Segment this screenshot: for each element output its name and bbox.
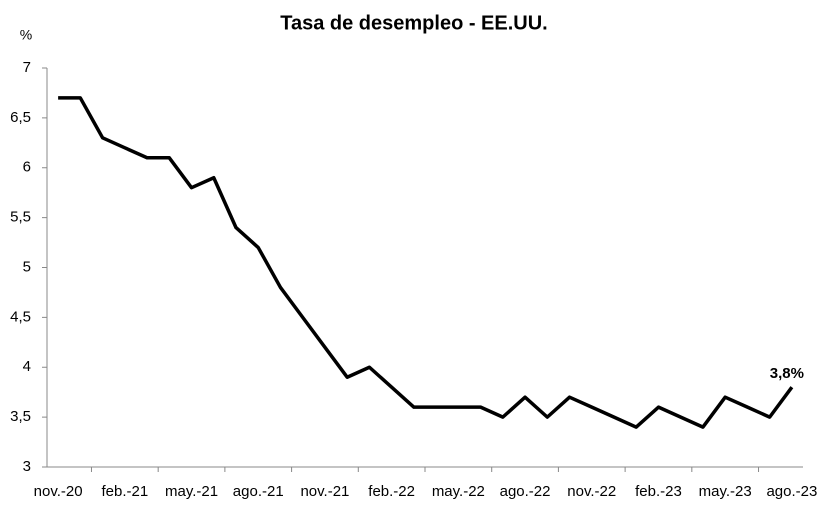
- x-tick-label: nov.-22: [567, 483, 616, 500]
- x-tick-label: nov.-20: [34, 483, 83, 500]
- y-tick-label: 4,5: [10, 308, 31, 325]
- y-tick-label: 7: [23, 59, 31, 76]
- y-tick-label: 3: [23, 458, 31, 475]
- x-tick-label: ago.-21: [233, 483, 284, 500]
- x-tick-label: ago.-22: [500, 483, 551, 500]
- line: [58, 96, 794, 429]
- x-tick-label: may.-23: [699, 483, 752, 500]
- y-tick-label: 3,5: [10, 408, 31, 425]
- x-tick-label: may.-22: [432, 483, 485, 500]
- y-tick-label: 4: [23, 358, 31, 375]
- chart-title: Tasa de desempleo - EE.UU.: [280, 12, 548, 34]
- y-tick-label: 6: [23, 159, 31, 176]
- x-tick-label: may.-21: [165, 483, 218, 500]
- value-label: 3,8%: [770, 365, 804, 382]
- x-tick-label: nov.-21: [300, 483, 349, 500]
- x-tick-label: feb.-22: [368, 483, 415, 500]
- x-tick-label: ago.-23: [766, 483, 817, 500]
- y-tick-label: 6,5: [10, 109, 31, 126]
- x-tick-label: feb.-23: [635, 483, 682, 500]
- y-tick-label: 5: [23, 258, 31, 275]
- y-tick-label: 5,5: [10, 209, 31, 226]
- x-tick-label: feb.-21: [101, 483, 148, 500]
- y-axis-label: %: [20, 27, 32, 43]
